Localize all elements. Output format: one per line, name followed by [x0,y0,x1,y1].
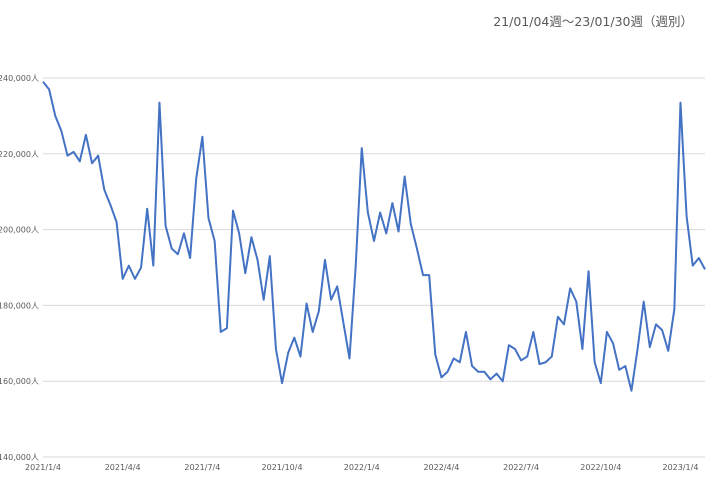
x-tick-label: 2022/4/4 [423,463,459,472]
y-tick-label: 240,000人 [0,74,39,83]
x-tick-label: 2022/1/4 [344,463,380,472]
series-line [42,81,706,392]
y-tick-label: 140,000人 [0,453,39,462]
series-layer [42,81,706,392]
x-tick-label: 2022/10/4 [580,463,621,472]
y-tick-label: 180,000人 [0,301,39,310]
x-tick-label: 2021/10/4 [262,463,303,472]
x-axis-ticks: 2021/1/4 2021/4/4 2021/7/4 2021/10/4 2022/1/… [25,463,698,472]
y-tick-label: 220,000人 [0,150,39,159]
x-tick-label: 2021/1/4 [25,463,61,472]
y-tick-label: 160,000人 [0,377,39,386]
chart-subtitle: 21/01/04週〜23/01/30週（週別） [493,14,693,29]
y-axis-ticks: 140,000人 160,000人 180,000人 200,000人 220,000人… [0,74,39,462]
x-tick-label: 2023/1/4 [663,463,699,472]
x-tick-label: 2021/4/4 [105,463,141,472]
x-tick-label: 2022/7/4 [503,463,539,472]
gridlines [43,77,705,458]
y-tick-label: 200,000人 [0,226,39,235]
x-tick-label: 2021/7/4 [184,463,220,472]
